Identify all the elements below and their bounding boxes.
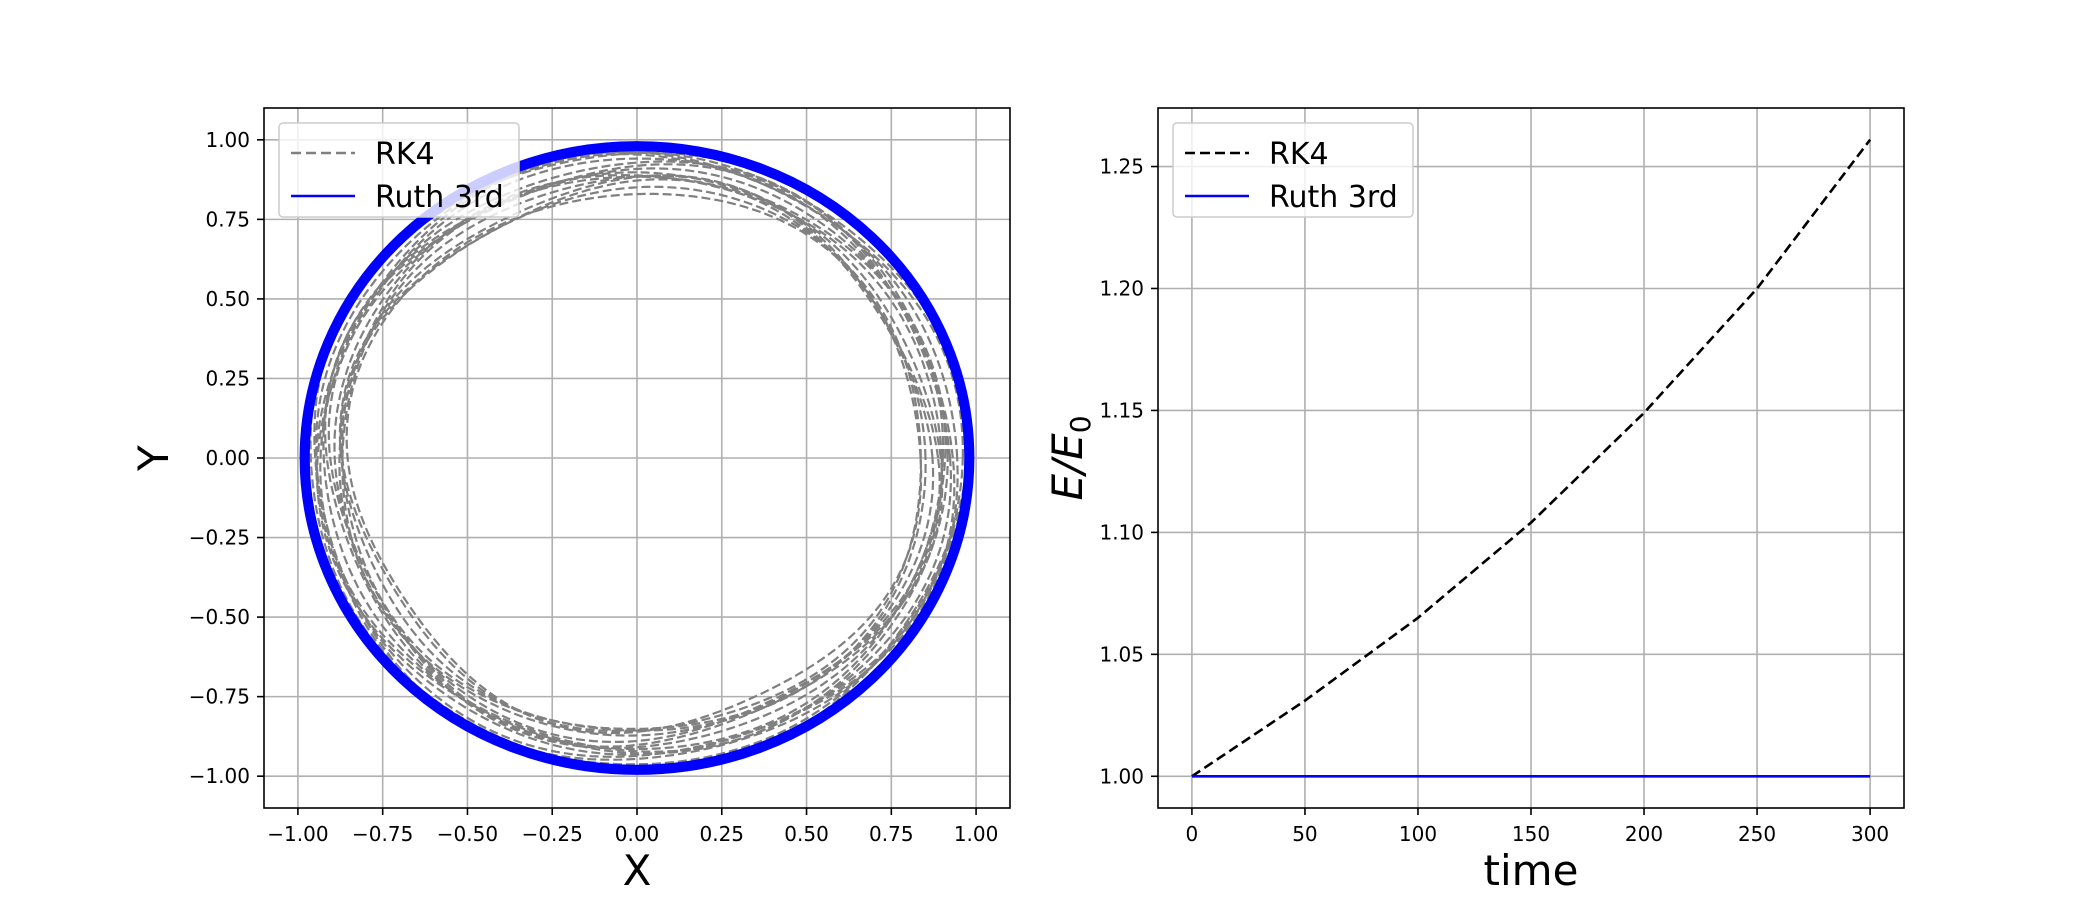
rk4-orbit-loop [314, 150, 965, 761]
p1-x-tick-label: −0.75 [352, 822, 413, 846]
energy-plot-y-axis-label: E/E0 [1043, 415, 1097, 500]
energy-plot-legend: RK4 Ruth 3rd [1172, 122, 1414, 218]
p1-y-tick-label: −0.50 [189, 605, 250, 629]
p2-x-tick-label: 50 [1292, 822, 1317, 846]
orbit-plot-legend: RK4 Ruth 3rd [278, 122, 520, 218]
p2-x-tick-label: 200 [1625, 822, 1663, 846]
rk4-orbit-loop [322, 163, 949, 753]
p2-y-tick-label: 1.05 [1099, 642, 1144, 666]
p1-x-tick-label: −1.00 [267, 822, 328, 846]
p1-y-tick-label: 0.25 [205, 366, 250, 390]
rk4-orbit-loop [341, 174, 941, 737]
ruth-orbit-series [299, 141, 975, 775]
p1-x-tick-label: −0.50 [437, 822, 498, 846]
p2-y-tick-label: 1.10 [1099, 520, 1144, 544]
rk4-orbit-loop [345, 192, 923, 735]
p2-y-tick-label: 1.00 [1099, 764, 1144, 788]
energy-plot-legend-rk4-label: RK4 [1269, 137, 1329, 172]
rk4-orbit-loop [339, 185, 923, 733]
orbit-plot-legend-ruth-label: Ruth 3rd [375, 180, 504, 215]
rk4-energy-series [1191, 138, 1872, 778]
p2-x-tick-label: 100 [1399, 822, 1437, 846]
orbit-plot-ticks: −1.00 −0.75 −0.50 −0.25 0.00 0.25 0.50 0.75 1.00… [189, 128, 999, 846]
p1-x-tick-label: 0.75 [869, 822, 914, 846]
energy-plot: 0 50 100 150 200 250 300 1.00 1.05 1.10 1.15 1.20 1.… [1043, 107, 1905, 895]
orbit-plot: −1.00 −0.75 −0.50 −0.25 0.00 0.25 0.50 0.75 1.00… [129, 107, 1011, 895]
orbit-plot-y-axis-label: Y [129, 445, 178, 472]
p2-x-tick-label: 150 [1512, 822, 1550, 846]
p2-y-tick-label: 1.20 [1099, 276, 1144, 300]
p1-y-tick-label: −0.25 [189, 526, 250, 550]
energy-plot-legend-box [1172, 122, 1414, 218]
energy-plot-legend-ruth-label: Ruth 3rd [1269, 180, 1398, 215]
rk4-orbit-loop [338, 178, 927, 730]
p1-y-tick-label: −0.75 [189, 685, 250, 709]
orbit-plot-legend-box [278, 122, 520, 218]
rk4-orbit-series [309, 150, 970, 772]
rk4-orbit-loop [324, 167, 947, 751]
p1-y-tick-label: 0.75 [205, 207, 250, 231]
orbit-plot-series [299, 141, 975, 775]
rk4-orbit-loop [338, 175, 944, 743]
rk4-orbit-loop [315, 157, 956, 756]
p1-x-tick-label: −0.25 [522, 822, 583, 846]
energy-plot-grid [1158, 108, 1904, 808]
p1-y-tick-label: −1.00 [189, 764, 250, 788]
energy-plot-ticks: 0 50 100 150 200 250 300 1.00 1.05 1.10 1.15 1.20 1.… [1099, 155, 1889, 846]
p1-y-tick-label: 0.00 [205, 446, 250, 470]
energy-plot-series [1191, 138, 1872, 778]
orbit-plot-legend-rk4-label: RK4 [375, 137, 435, 172]
orbit-plot-x-axis-label: X [623, 846, 652, 895]
p1-y-tick-label: 0.50 [205, 287, 250, 311]
p2-x-tick-label: 250 [1738, 822, 1776, 846]
p1-x-tick-label: 1.00 [954, 822, 999, 846]
p1-x-tick-label: 0.00 [615, 822, 660, 846]
p2-x-tick-label: 300 [1851, 822, 1889, 846]
p1-x-tick-label: 0.25 [700, 822, 745, 846]
p2-y-tick-label: 1.25 [1099, 155, 1144, 179]
p2-x-tick-label: 0 [1186, 822, 1199, 846]
p1-x-tick-label: 0.50 [784, 822, 829, 846]
rk4-orbit-loop [327, 171, 945, 750]
p1-y-tick-label: 1.00 [205, 128, 250, 152]
p2-y-tick-label: 1.15 [1099, 398, 1144, 422]
energy-plot-x-axis-label: time [1484, 846, 1579, 895]
